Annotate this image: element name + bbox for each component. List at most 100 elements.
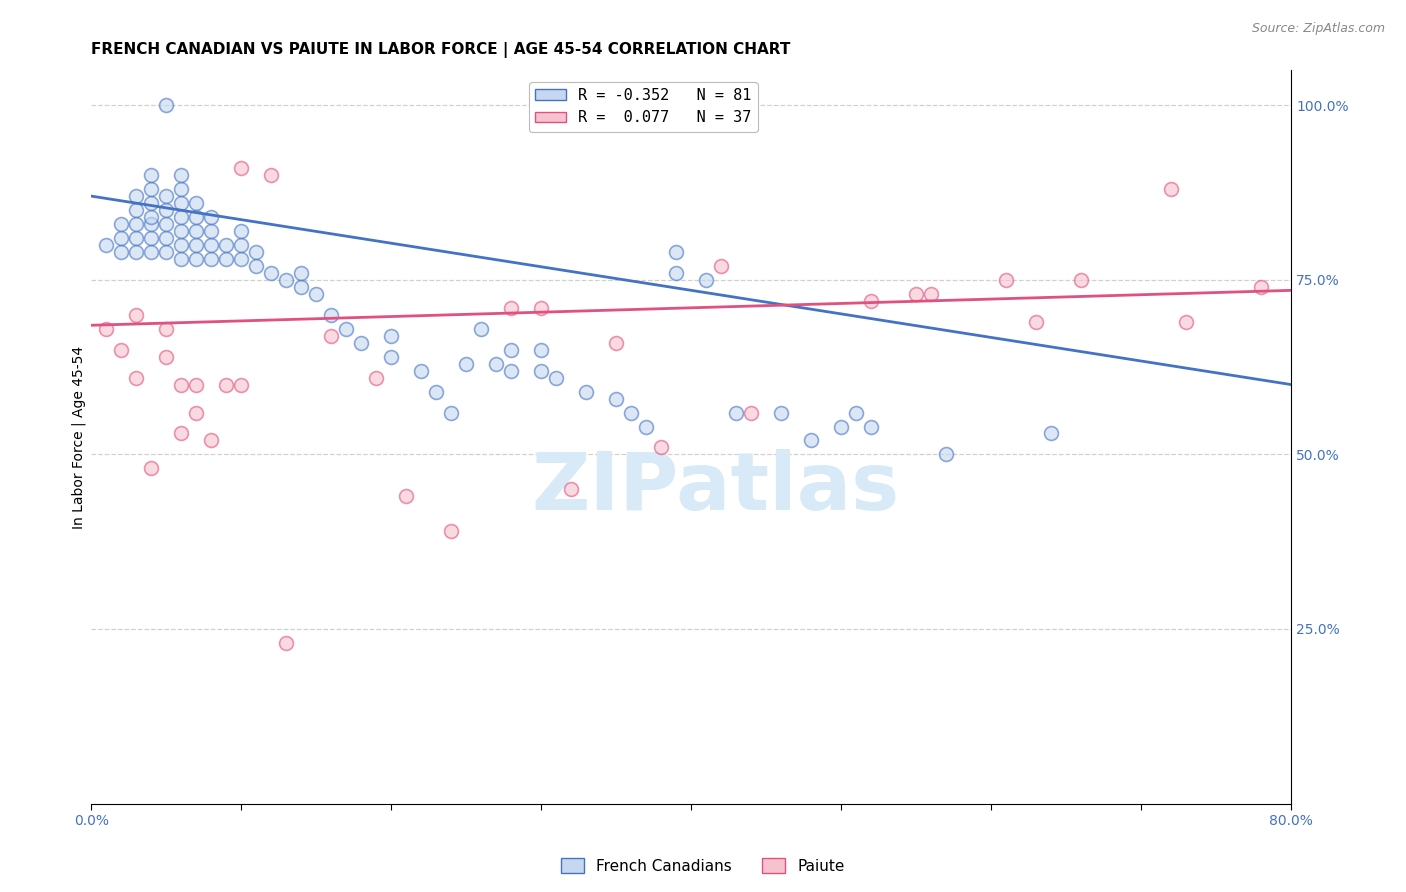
Point: [141, 196, 163, 211]
Point: [665, 266, 688, 280]
Point: [530, 343, 553, 357]
Point: [530, 364, 553, 378]
Point: [155, 350, 177, 364]
Point: [186, 238, 208, 252]
Point: [905, 286, 928, 301]
Point: [485, 357, 508, 371]
Point: [501, 343, 523, 357]
Point: [200, 210, 222, 224]
Text: FRENCH CANADIAN VS PAIUTE IN LABOR FORCE | AGE 45-54 CORRELATION CHART: FRENCH CANADIAN VS PAIUTE IN LABOR FORCE…: [91, 42, 790, 58]
Point: [170, 182, 193, 196]
Point: [125, 189, 148, 203]
Point: [186, 377, 208, 392]
Point: [186, 224, 208, 238]
Point: [170, 196, 193, 211]
Point: [860, 293, 883, 308]
Point: [501, 364, 523, 378]
Point: [155, 98, 177, 112]
Y-axis label: In Labor Force | Age 45-54: In Labor Force | Age 45-54: [72, 345, 86, 529]
Point: [425, 384, 447, 399]
Point: [830, 419, 852, 434]
Point: [995, 273, 1018, 287]
Point: [800, 434, 823, 448]
Point: [110, 343, 132, 357]
Point: [650, 441, 672, 455]
Point: [935, 447, 957, 461]
Point: [530, 301, 553, 315]
Point: [231, 252, 253, 266]
Point: [636, 419, 658, 434]
Point: [155, 202, 177, 217]
Point: [440, 524, 463, 539]
Point: [321, 308, 343, 322]
Point: [335, 322, 357, 336]
Point: [411, 364, 433, 378]
Point: [456, 357, 478, 371]
Point: [1175, 315, 1198, 329]
Point: [170, 210, 193, 224]
Point: [260, 266, 283, 280]
Point: [110, 231, 132, 245]
Point: [245, 259, 267, 273]
Point: [141, 231, 163, 245]
Point: [231, 238, 253, 252]
Point: [740, 405, 762, 419]
Point: [290, 280, 312, 294]
Point: [1040, 426, 1063, 441]
Point: [1160, 182, 1182, 196]
Point: [141, 217, 163, 231]
Point: [141, 210, 163, 224]
Point: [245, 244, 267, 259]
Point: [141, 182, 163, 196]
Point: [305, 286, 328, 301]
Point: [155, 189, 177, 203]
Point: [155, 244, 177, 259]
Point: [200, 224, 222, 238]
Point: [725, 405, 748, 419]
Point: [231, 224, 253, 238]
Point: [395, 489, 418, 503]
Point: [155, 217, 177, 231]
Point: [96, 322, 118, 336]
Point: [605, 392, 627, 406]
Point: [170, 426, 193, 441]
Point: [170, 168, 193, 182]
Point: [770, 405, 793, 419]
Point: [141, 168, 163, 182]
Point: [186, 252, 208, 266]
Point: [215, 238, 238, 252]
Point: [125, 217, 148, 231]
Point: [546, 370, 568, 384]
Point: [125, 231, 148, 245]
Point: [605, 335, 627, 350]
Point: [380, 350, 402, 364]
Point: [96, 238, 118, 252]
Point: [125, 202, 148, 217]
Point: [260, 168, 283, 182]
Point: [231, 377, 253, 392]
Point: [380, 328, 402, 343]
Point: [321, 328, 343, 343]
Point: [276, 636, 298, 650]
Point: [501, 301, 523, 315]
Point: [620, 405, 643, 419]
Point: [860, 419, 883, 434]
Point: [170, 238, 193, 252]
Point: [665, 244, 688, 259]
Point: [366, 370, 388, 384]
Point: [290, 266, 312, 280]
Point: [155, 231, 177, 245]
Point: [215, 377, 238, 392]
Point: [231, 161, 253, 176]
Point: [170, 377, 193, 392]
Point: [186, 196, 208, 211]
Text: Source: ZipAtlas.com: Source: ZipAtlas.com: [1251, 22, 1385, 36]
Point: [470, 322, 492, 336]
Legend: French Canadians, Paiute: French Canadians, Paiute: [555, 852, 851, 880]
Point: [276, 273, 298, 287]
Point: [200, 238, 222, 252]
Point: [125, 244, 148, 259]
Point: [1070, 273, 1092, 287]
Point: [350, 335, 373, 350]
Text: ZIPatlas: ZIPatlas: [531, 450, 900, 527]
